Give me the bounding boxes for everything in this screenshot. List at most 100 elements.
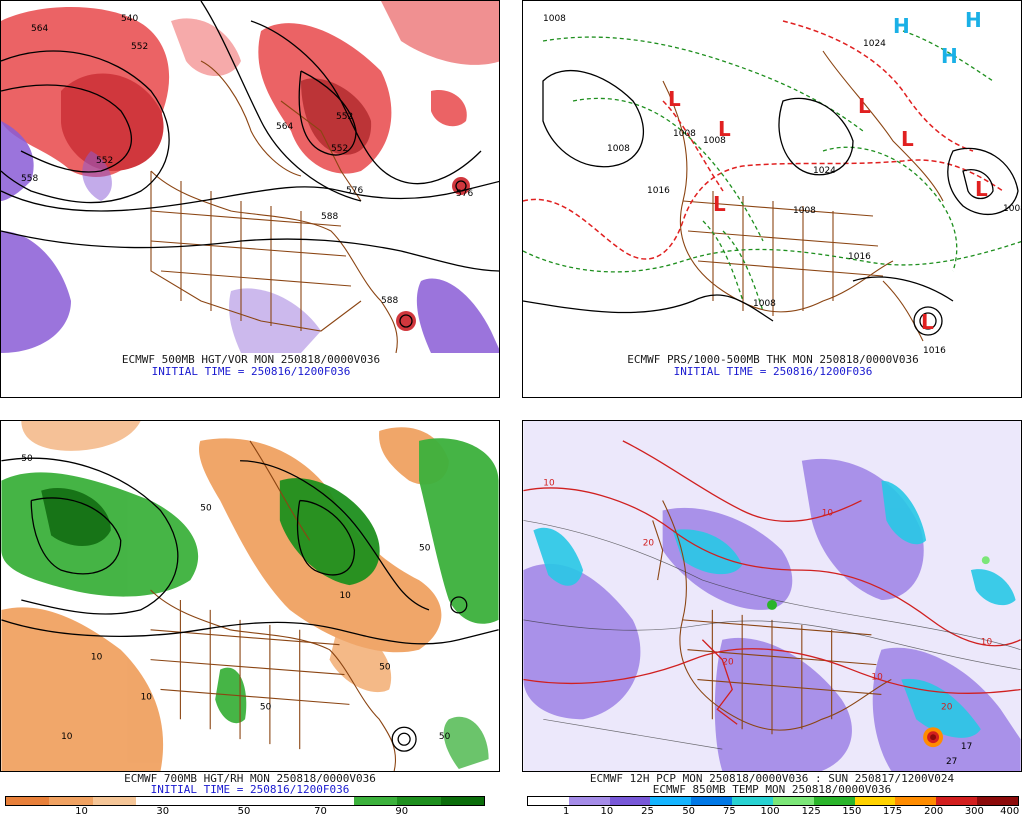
temperature-label: 20 xyxy=(643,538,655,548)
colorbar-tick: 90 xyxy=(395,806,409,817)
colorbar-tick: 125 xyxy=(801,806,821,817)
colorbar-tick: 10 xyxy=(75,806,88,817)
contour-label: 50 xyxy=(21,454,33,464)
pressure-label: 1008 xyxy=(703,136,726,146)
contour-label: 552 xyxy=(131,42,148,52)
pressure-contours xyxy=(523,69,1019,336)
high-marker: H xyxy=(893,14,910,38)
contour-label: 50 xyxy=(260,702,272,712)
contour-label: 558 xyxy=(21,174,38,184)
low-marker: L xyxy=(901,127,914,151)
relative-humidity-moist-areas xyxy=(1,438,499,770)
temperature-label: 10 xyxy=(871,673,883,683)
geography-outlines xyxy=(662,50,944,342)
colorbar-swatch xyxy=(223,797,267,805)
map-precip-temp: 10 20 10 20 10 20 10 17 27 xyxy=(522,420,1022,772)
precipitation-light-areas xyxy=(523,421,1021,771)
colorbar-tick: 50 xyxy=(237,806,251,817)
high-marker: H xyxy=(941,44,958,68)
panel-caption-main: ECMWF 500MB HGT/VOR MON 250818/0000V036 xyxy=(121,353,381,366)
high-marker: H xyxy=(965,8,982,32)
colorbar-swatch xyxy=(895,797,937,805)
pressure-label: 1008 xyxy=(1003,204,1022,214)
vorticity-negative-areas xyxy=(1,121,499,353)
colorbar-swatch xyxy=(92,797,137,805)
temperature-label: 20 xyxy=(722,658,734,668)
pressure-label: 1024 xyxy=(863,39,886,49)
temperature-label: 20 xyxy=(941,702,953,712)
colorbar-tick: 150 xyxy=(842,806,862,817)
panel-caption-main: ECMWF 12H PCP MON 250818/0000V036 : SUN … xyxy=(589,772,955,785)
pressure-label: 1016 xyxy=(647,186,670,196)
colorbar-swatch xyxy=(854,797,896,805)
pressure-label: 1008 xyxy=(543,14,566,24)
colorbar-tick: 100 xyxy=(760,806,780,817)
thickness-contours-red xyxy=(523,20,1004,260)
colorbar-swatch xyxy=(397,797,441,805)
contour-label: 564 xyxy=(276,122,293,132)
colorbar-swatch xyxy=(528,797,569,805)
panel-pressure-thickness: 1008 1008 1008 1016 1024 1016 1008 1008 … xyxy=(522,0,1022,398)
colorbar-tick: 300 xyxy=(964,806,984,817)
colorbar-swatch xyxy=(650,797,692,805)
low-marker: L xyxy=(668,87,681,111)
colorbar-swatch xyxy=(49,797,93,805)
panel-caption-main: ECMWF 700MB HGT/RH MON 250818/0000V036 xyxy=(124,772,376,785)
height-contours xyxy=(1,1,499,328)
panel-caption-initial-time: INITIAL TIME = 250816/1200F036 xyxy=(673,365,873,378)
high-low-markers: L L L L L L L H H H xyxy=(668,8,988,334)
pressure-labels: 1008 1008 1008 1016 1024 1016 1008 1008 … xyxy=(543,14,1022,353)
vorticity-positive-areas xyxy=(1,1,499,331)
colorbar-tick: 25 xyxy=(641,806,654,817)
low-marker: L xyxy=(921,310,934,334)
colorbar-swatch xyxy=(977,797,1018,805)
pressure-label: 1008 xyxy=(673,129,696,139)
temperature-label: 27 xyxy=(946,757,957,767)
temperature-contours xyxy=(523,440,1021,725)
contour-label: 10 xyxy=(141,692,153,702)
pressure-label: 1008 xyxy=(793,206,816,216)
contour-label: 50 xyxy=(439,732,451,742)
colorbar-tick: 1 xyxy=(563,806,570,817)
contour-label: 552 xyxy=(331,144,348,154)
contour-labels: 50 10 50 10 50 10 50 50 10 50 xyxy=(21,454,450,742)
colorbar-tick: 400 xyxy=(1000,806,1020,817)
panel-caption-main: ECMWF PRS/1000-500MB THK MON 250818/0000… xyxy=(627,353,919,366)
low-marker: L xyxy=(718,117,731,141)
contour-label: 576 xyxy=(346,186,363,196)
contour-label: 552 xyxy=(96,156,113,166)
panel-precip-850mb-temp: 10 20 10 20 10 20 10 17 27 ECMWF 12H PCP… xyxy=(522,420,1022,819)
colorbar-swatch xyxy=(266,797,311,805)
colorbar-swatch xyxy=(353,797,398,805)
colorbar-swatch xyxy=(609,797,651,805)
rh-colorbar xyxy=(5,796,485,806)
panel-700mb-height-rh: 50 10 50 10 50 10 50 50 10 50 ECMWF 700M… xyxy=(0,420,500,819)
colorbar-tick: 200 xyxy=(924,806,944,817)
panel-500mb-height-vorticity: 558 552 552 564 552 576 588 576 588 540 … xyxy=(0,0,500,398)
height-contours xyxy=(1,457,499,752)
temperature-label: 10 xyxy=(822,508,834,518)
contour-label: 588 xyxy=(381,296,398,306)
contour-labels: 558 552 552 564 552 576 588 576 588 540 … xyxy=(21,14,473,306)
colorbar-tick: 75 xyxy=(722,806,736,817)
contour-label: 564 xyxy=(31,24,48,34)
precip-colorbar-ticks: 1 10 25 50 75 100 125 150 175 200 300 40… xyxy=(527,806,1020,818)
temperature-labels: 10 20 10 20 10 20 10 17 27 xyxy=(543,479,992,767)
contour-label: 576 xyxy=(456,189,473,199)
colorbar-swatch xyxy=(310,797,354,805)
pressure-label: 1008 xyxy=(607,144,630,154)
colorbar-swatch xyxy=(691,797,733,805)
pressure-label: 1016 xyxy=(848,252,871,262)
temperature-label: 10 xyxy=(981,638,993,648)
temperature-label: 10 xyxy=(543,479,555,489)
contour-label: 50 xyxy=(419,543,431,553)
colorbar-tick: 30 xyxy=(156,806,170,817)
map-pressure-thickness: 1008 1008 1008 1016 1024 1016 1008 1008 … xyxy=(523,1,1022,353)
contour-label: 588 xyxy=(321,212,338,222)
precip-colorbar xyxy=(527,796,1019,806)
map-700mb-rh: 50 10 50 10 50 10 50 50 10 50 xyxy=(0,420,500,772)
low-marker: L xyxy=(713,192,726,216)
precipitation-heavy-areas xyxy=(767,556,990,748)
colorbar-tick: 175 xyxy=(882,806,903,817)
low-marker: L xyxy=(858,94,871,118)
